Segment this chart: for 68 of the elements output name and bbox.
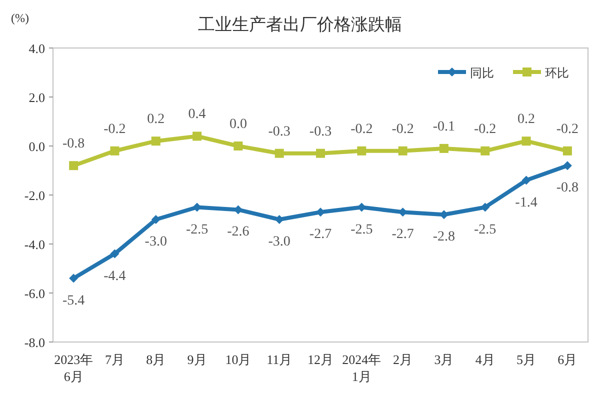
- y-axis-title: (%): [11, 11, 29, 25]
- data-label: -0.8: [556, 180, 579, 196]
- x-tick-label: 5月: [516, 352, 536, 367]
- data-label: -0.2: [474, 122, 496, 137]
- x-tick-label: 2月: [393, 352, 413, 367]
- y-tick-label: 2.0: [28, 90, 45, 105]
- data-label: -1.4: [515, 195, 538, 210]
- data-label: -2.8: [432, 230, 456, 245]
- y-tick-label: 0.0: [28, 139, 45, 154]
- data-label: 0.4: [188, 107, 206, 122]
- point: [316, 148, 325, 158]
- data-label: -2.5: [186, 222, 208, 238]
- data-label: -0.3: [268, 124, 290, 140]
- point: [522, 136, 531, 146]
- data-label: -2.5: [350, 222, 373, 238]
- point: [110, 146, 120, 156]
- point: [439, 144, 448, 153]
- x-tick-label: 7月: [104, 352, 124, 367]
- x-tick-label: 3月: [434, 352, 454, 367]
- data-label: -0.3: [309, 124, 332, 140]
- data-label: -2.6: [227, 224, 250, 240]
- data-label: -2.5: [474, 222, 496, 238]
- y-tick-label: -6.0: [24, 286, 45, 301]
- chart-title: 工业生产者出厂价格涨跌幅: [198, 15, 402, 34]
- point: [357, 146, 366, 156]
- data-label: -0.2: [556, 122, 579, 137]
- x-tick-label: 2023年 6月: [54, 352, 94, 384]
- data-label: -0.2: [350, 122, 373, 137]
- point: [562, 146, 572, 156]
- data-label: -0.8: [62, 136, 85, 152]
- point: [234, 142, 243, 150]
- point: [480, 146, 490, 156]
- data-label: -2.7: [392, 227, 414, 242]
- x-tick-label: 4月: [475, 352, 495, 367]
- x-tick-label: 2024年 1月: [342, 352, 382, 384]
- legend-label: 环比: [545, 66, 569, 80]
- point: [151, 215, 160, 224]
- data-label: 0.0: [229, 117, 247, 132]
- data-label: -4.4: [104, 268, 126, 284]
- point: [69, 161, 78, 170]
- data-label: 0.2: [147, 112, 165, 128]
- point: [69, 274, 78, 283]
- y-tick-label: -8.0: [24, 335, 45, 350]
- x-tick-label: 10月: [225, 352, 252, 367]
- data-label: 0.2: [518, 112, 536, 128]
- point: [398, 146, 408, 156]
- point: [522, 176, 531, 185]
- point: [192, 132, 202, 141]
- data-label: -2.7: [309, 227, 332, 242]
- data-label: -5.4: [62, 293, 85, 308]
- data-label: -0.1: [432, 119, 456, 134]
- legend-label: 同比: [470, 66, 494, 80]
- point: [274, 148, 284, 158]
- y-tick-label: -4.0: [24, 237, 45, 252]
- data-label: -0.2: [392, 122, 414, 137]
- point: [110, 249, 120, 258]
- y-tick-label: -2.0: [24, 188, 45, 203]
- x-tick-label: 12月: [308, 352, 334, 367]
- y-tick-label: 4.0: [28, 41, 45, 56]
- data-label: -0.2: [104, 122, 126, 137]
- x-tick-label: 8月: [146, 352, 166, 367]
- point: [562, 161, 572, 170]
- data-label: -3.0: [144, 234, 167, 250]
- x-tick-label: 6月: [558, 352, 578, 367]
- point: [151, 136, 160, 146]
- x-tick-label: 11月: [266, 352, 292, 367]
- x-tick-label: 9月: [187, 352, 207, 367]
- data-label: -3.0: [268, 234, 290, 250]
